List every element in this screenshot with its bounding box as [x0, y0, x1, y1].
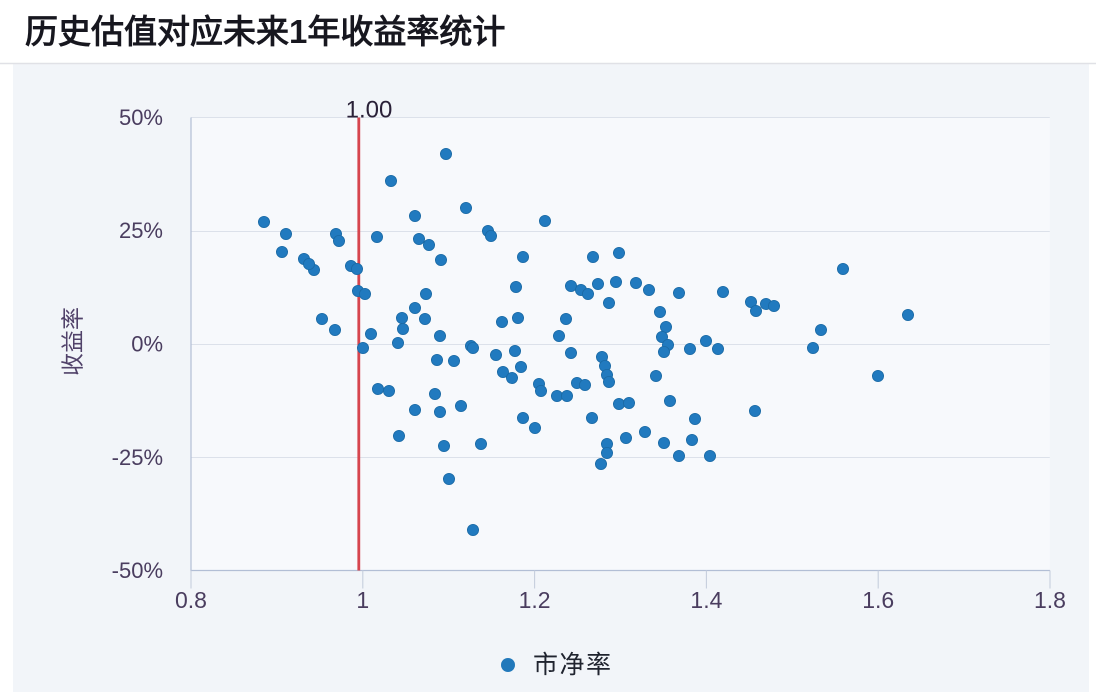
svg-text:1: 1	[356, 587, 369, 613]
svg-text:0.8: 0.8	[175, 587, 207, 613]
svg-text:1.8: 1.8	[1034, 587, 1066, 613]
svg-text:历史估值对应未来1年收益率统计: 历史估值对应未来1年收益率统计	[25, 13, 505, 50]
svg-text:-50%: -50%	[112, 558, 163, 583]
svg-text:1.2: 1.2	[519, 587, 551, 613]
svg-text:1.6: 1.6	[862, 587, 894, 613]
svg-text:25%: 25%	[119, 218, 163, 243]
svg-text:50%: 50%	[119, 105, 163, 130]
svg-text:收益率: 收益率	[60, 307, 86, 376]
svg-text:市净率: 市净率	[533, 651, 613, 679]
svg-text:-25%: -25%	[112, 445, 163, 470]
svg-text:1.00: 1.00	[346, 97, 393, 124]
svg-text:0%: 0%	[131, 332, 163, 357]
svg-text:1.4: 1.4	[690, 587, 722, 613]
